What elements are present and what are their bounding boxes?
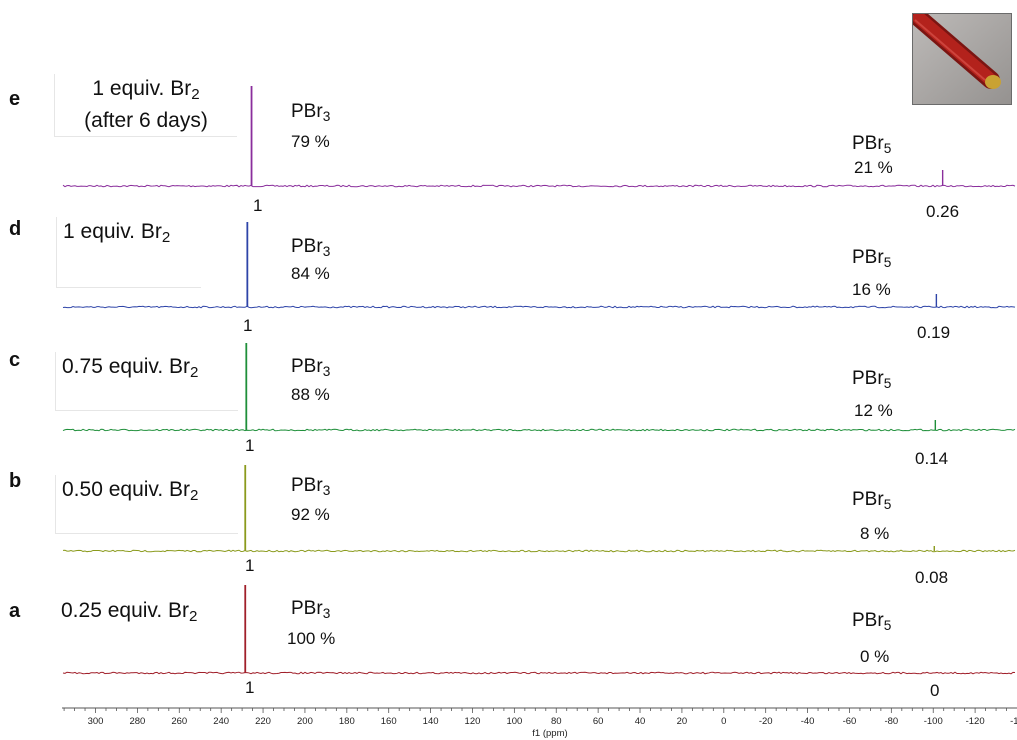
nmr-tube-photo — [912, 13, 1012, 105]
x-tick-label: 140 — [423, 716, 439, 727]
x-tick-label: -14 — [1010, 716, 1017, 727]
pbr5-percent-a: 0 % — [860, 647, 890, 666]
x-tick-label: 60 — [593, 716, 604, 727]
row-label-e: e — [9, 88, 21, 110]
x-tick-label: -120 — [966, 716, 985, 727]
pbr3-percent-a: 100 % — [287, 629, 336, 648]
pbr5-label-c: PBr5 — [852, 368, 892, 391]
x-tick-label: -60 — [843, 716, 857, 727]
integral-pbr3-a: 1 — [245, 678, 255, 697]
row-label-b: b — [9, 470, 22, 492]
pbr3-label-b: PBr3 — [291, 475, 331, 498]
pbr3-percent-d: 84 % — [291, 264, 330, 283]
pbr5-percent-c: 12 % — [854, 401, 893, 420]
baseline-d — [62, 305, 1016, 309]
x-tick-label: 100 — [506, 716, 522, 727]
pbr5-label-b: PBr5 — [852, 489, 892, 512]
integral-pbr5-a: 0 — [930, 681, 940, 700]
x-tick-label: -20 — [759, 716, 773, 727]
x-tick-label: -40 — [801, 716, 815, 727]
pbr3-label-e: PBr3 — [291, 101, 331, 124]
x-tick-label: 120 — [465, 716, 481, 727]
x-axis: 300 280 260 240 220 200 180 160 140 120 100 80 60 40 2… — [62, 707, 1017, 739]
x-tick-label: 20 — [677, 716, 688, 727]
pbr3-label-a: PBr3 — [291, 598, 331, 621]
integral-pbr3-c: 1 — [245, 436, 255, 455]
integral-pbr5-c: 0.14 — [915, 449, 949, 468]
integral-pbr5-e: 0.26 — [926, 202, 960, 221]
condition-label-a: 0.25 equiv. Br2 — [61, 599, 198, 626]
integral-pbr3-e: 1 — [253, 196, 263, 215]
x-tick-label: 260 — [171, 716, 187, 727]
condition-label-c: 0.75 equiv. Br2 — [55, 352, 238, 411]
condition-label-d: 1 equiv. Br2 — [56, 217, 201, 288]
row-label-c: c — [9, 349, 21, 371]
x-tick-label: 180 — [339, 716, 355, 727]
pbr3-label-d: PBr3 — [291, 236, 331, 259]
x-tick-label: 300 — [88, 716, 104, 727]
x-tick-label: -80 — [884, 716, 898, 727]
row-label-a: a — [9, 600, 21, 622]
x-tick-label: 0 — [721, 716, 726, 727]
condition-label-b: 0.50 equiv. Br2 — [55, 475, 238, 534]
pbr5-label-a: PBr5 — [852, 610, 892, 633]
x-tick-label: 220 — [255, 716, 271, 727]
baseline-e — [62, 184, 1016, 188]
x-tick-label: 160 — [381, 716, 397, 727]
baseline-c — [62, 428, 1016, 432]
pbr5-percent-b: 8 % — [860, 524, 890, 543]
x-tick-label: 280 — [129, 716, 145, 727]
x-tick-label: 40 — [635, 716, 646, 727]
x-tick-label: 80 — [551, 716, 562, 727]
spectra-traces — [62, 86, 1016, 675]
x-tick-label: 200 — [297, 716, 313, 727]
pbr3-percent-b: 92 % — [291, 505, 330, 524]
pbr5-percent-d: 16 % — [852, 280, 891, 299]
integral-pbr5-b: 0.08 — [915, 568, 949, 587]
integral-pbr3-b: 1 — [245, 556, 255, 575]
row-label-d: d — [9, 218, 22, 240]
pbr5-label-e: PBr5 — [852, 133, 892, 156]
x-tick-label: -100 — [924, 716, 943, 727]
baseline-b — [62, 549, 1016, 553]
integral-pbr5-d: 0.19 — [917, 323, 951, 342]
x-tick-label: 240 — [213, 716, 229, 727]
pbr5-label-d: PBr5 — [852, 247, 892, 270]
integral-pbr3-d: 1 — [243, 316, 253, 335]
baseline-a — [62, 671, 1016, 675]
pbr3-percent-e: 79 % — [291, 132, 330, 151]
pbr5-percent-e: 21 % — [854, 158, 893, 177]
pbr3-percent-c: 88 % — [291, 385, 330, 404]
pbr3-label-c: PBr3 — [291, 356, 331, 379]
condition-label-e: 1 equiv. Br2 (after 6 days) — [54, 74, 237, 138]
nmr-tube-icon — [913, 14, 1011, 104]
x-axis-title: f1 (ppm) — [532, 728, 567, 739]
